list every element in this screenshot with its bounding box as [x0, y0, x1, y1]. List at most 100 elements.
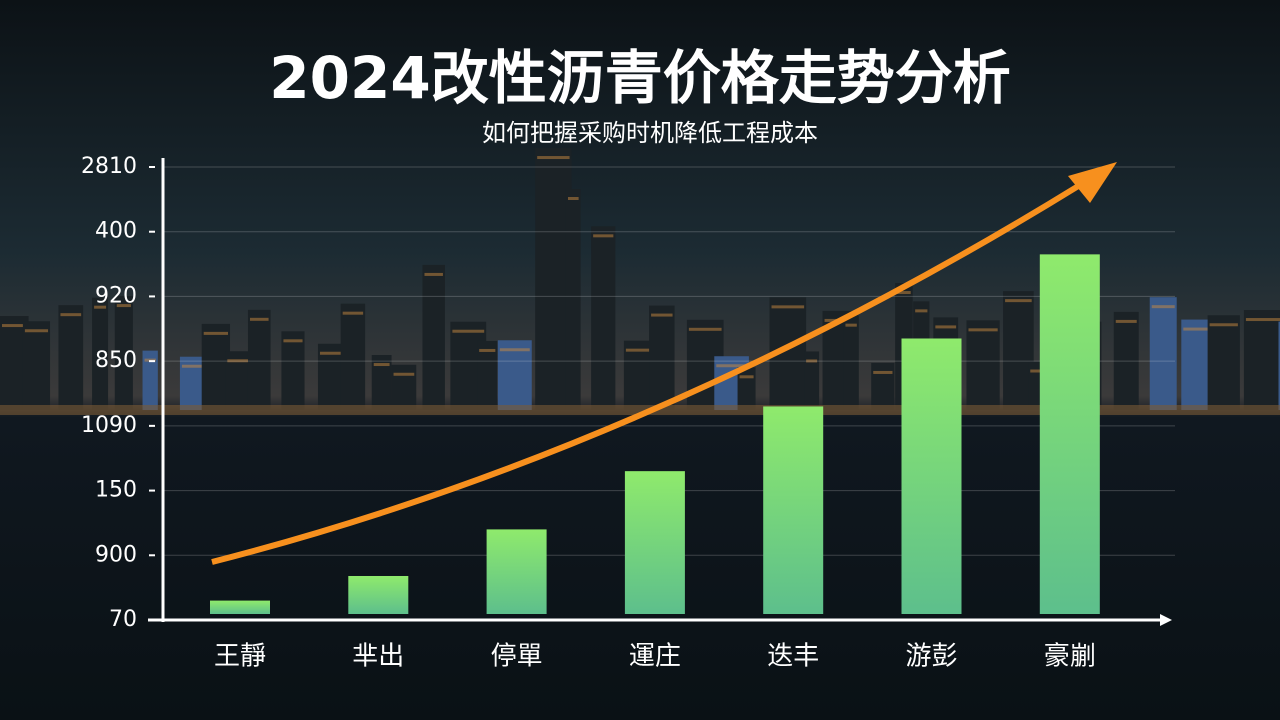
bar: [624, 471, 685, 614]
building-lights: [915, 309, 928, 313]
building: [340, 303, 366, 410]
building-lights: [739, 375, 754, 379]
building-lights: [499, 348, 530, 352]
building: [966, 320, 1000, 410]
building: [1113, 311, 1139, 410]
building-lights: [537, 156, 570, 160]
x-axis-arrow: [1160, 614, 1172, 626]
building-lights: [479, 348, 496, 352]
building-lights: [845, 323, 857, 327]
building-lights: [181, 364, 204, 368]
building: [565, 189, 581, 410]
building: [142, 350, 158, 410]
x-tick-label: 豪剻: [1044, 642, 1096, 672]
trend-arrow: [211, 182, 1082, 565]
building-lights: [567, 197, 579, 201]
building-lights: [94, 305, 107, 309]
building-lights: [24, 329, 49, 333]
building-lights: [1245, 318, 1280, 322]
building-lights: [342, 311, 364, 315]
building-lights: [227, 359, 263, 363]
building-lights: [144, 358, 156, 362]
bar: [210, 600, 270, 614]
building: [114, 296, 133, 410]
waterfront-lights: [0, 405, 1280, 415]
y-tick-label: 70: [109, 607, 137, 632]
x-tick-label: 運庄: [629, 642, 681, 672]
building-lights: [393, 372, 415, 376]
y-tick-label: 850: [95, 348, 137, 373]
building: [371, 355, 392, 410]
building-lights: [593, 234, 614, 238]
building-lights: [651, 313, 673, 317]
y-tick-label: 900: [95, 542, 137, 567]
bar: [1039, 254, 1100, 614]
building-lights: [806, 359, 818, 363]
building: [1278, 321, 1280, 410]
trend-arrow-head: [1068, 162, 1117, 203]
building: [497, 340, 532, 410]
building-lights: [203, 331, 229, 335]
building-lights: [968, 328, 998, 332]
building: [22, 321, 51, 410]
building-lights: [1151, 305, 1175, 309]
building: [247, 309, 271, 410]
building-lights: [373, 363, 390, 367]
building-lights: [1209, 323, 1238, 327]
building: [649, 305, 675, 410]
building-lights: [935, 325, 957, 329]
y-tick-label: 2810: [81, 154, 137, 179]
building: [1149, 297, 1177, 410]
building: [58, 305, 84, 410]
building-lights: [873, 370, 893, 374]
x-tick-label: 停單: [491, 642, 543, 672]
building-lights: [249, 317, 269, 321]
y-tick-label: 920: [95, 283, 137, 308]
bar: [763, 406, 824, 614]
building-lights: [716, 364, 747, 368]
building-lights: [116, 304, 131, 308]
building: [843, 315, 859, 410]
y-tick-label: 150: [95, 478, 137, 503]
building: [804, 351, 820, 410]
chart-subtitle: 如何把握采购时机降低工程成本: [482, 119, 818, 147]
building-lights: [897, 291, 911, 295]
building-lights: [424, 272, 443, 276]
building: [179, 356, 206, 410]
building-lights: [1115, 319, 1137, 323]
building: [591, 226, 616, 410]
bar: [901, 338, 962, 614]
building: [281, 331, 305, 410]
city-skyline: [0, 148, 1280, 415]
x-tick-label: 迭丰: [767, 642, 819, 672]
building: [535, 148, 572, 410]
building: [92, 297, 109, 410]
building: [201, 323, 231, 410]
building: [737, 367, 756, 410]
y-tick-label: 1090: [81, 413, 137, 438]
building: [477, 340, 498, 410]
building-lights: [625, 348, 661, 352]
building-lights: [1005, 299, 1032, 303]
bar: [486, 529, 547, 614]
building: [1207, 315, 1240, 410]
building: [422, 264, 445, 410]
building-lights: [283, 339, 303, 343]
building-lights: [319, 351, 353, 355]
x-tick-label: 游彭: [905, 642, 957, 672]
building-lights: [771, 305, 805, 309]
building: [1243, 310, 1280, 410]
building: [391, 364, 417, 410]
y-tick-label: 400: [95, 219, 137, 244]
building-lights: [2, 324, 27, 328]
x-tick-label: 王靜: [214, 642, 266, 672]
building-lights: [452, 329, 485, 333]
building-lights: [60, 313, 82, 317]
building-lights: [1183, 327, 1219, 331]
building-lights: [688, 327, 722, 331]
bar: [348, 575, 409, 614]
building: [871, 362, 895, 410]
chart-title: 2024改性沥青价格走势分析: [269, 44, 1010, 112]
x-tick-label: 芈出: [352, 642, 404, 672]
